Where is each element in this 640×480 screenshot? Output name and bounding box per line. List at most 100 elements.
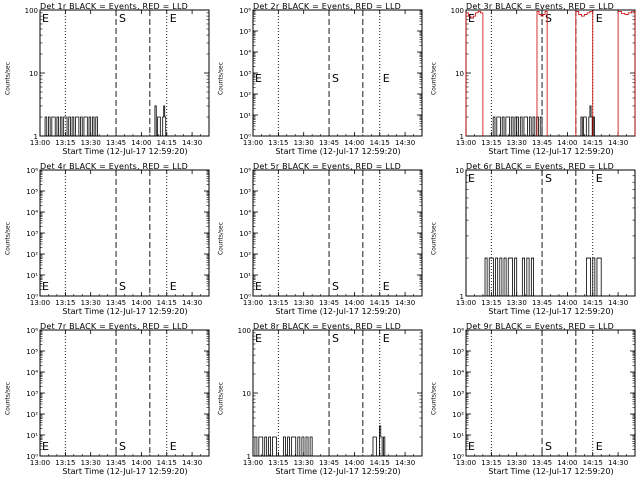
marker-label-s: S [545,440,552,453]
x-tick-label: 14:00 [557,299,577,307]
lld-series-line [465,11,484,136]
x-axis-label: Start Time (12-Jul-17 12:59:20) [275,307,401,316]
marker-label-s: S [332,280,339,293]
x-tick-label: 14:30 [608,459,628,467]
y-tick-label: 1 [247,453,251,461]
x-axis-label: Start Time (12-Jul-17 12:59:20) [62,147,188,156]
x-tick-label: 13:30 [294,459,314,467]
x-tick-label: 13:00 [456,459,476,467]
events-series-line [378,425,386,457]
x-tick-label: 14:15 [583,459,603,467]
y-tick-label: 10³ [26,230,38,238]
events-series-line [520,257,534,297]
x-tick-label: 14:15 [157,459,177,467]
x-tick-label: 13:00 [456,299,476,307]
y-axis-label: Counts/sec [4,61,12,96]
chart-title: Det 3r BLACK = Events, RED = LLD [466,2,614,11]
y-tick-label: 10⁴ [239,49,251,57]
x-tick-label: 14:15 [583,299,603,307]
x-tick-label: 13:15 [55,139,75,147]
x-tick-label: 13:30 [81,299,101,307]
chart-panel-5: 13:00 13:15 13:30 13:45 14:00 14:15 14:30 10⁰ 10… [213,160,426,320]
y-tick-label: 10⁴ [26,369,38,377]
y-tick-label: 10 [455,167,464,175]
x-tick-label: 14:30 [608,139,628,147]
marker-label-e: E [170,12,177,25]
events-series-line [283,436,313,457]
y-tick-label: 1 [34,133,38,141]
y-tick-label: 10⁴ [452,369,464,377]
y-tick-label: 10¹ [452,432,464,440]
edge-label: E [468,172,475,185]
marker-label-s: S [332,72,339,85]
y-tick-label: 10² [452,411,464,419]
x-axis-label: Start Time (12-Jul-17 12:59:20) [275,147,401,156]
x-tick-label: 13:15 [268,459,288,467]
x-tick-label: 13:15 [268,139,288,147]
edge-label: E [255,280,262,293]
y-tick-label: 10 [242,390,251,398]
events-series-line [587,105,595,137]
x-tick-label: 13:45 [106,139,126,147]
marker-label-e: E [383,72,390,85]
y-tick-label: 10¹ [26,272,38,280]
marker-label-e: E [383,280,390,293]
y-tick-label: 10³ [452,390,464,398]
edge-label: E [255,332,262,345]
x-tick-label: 13:15 [268,299,288,307]
chart-svg: 13:00 13:15 13:30 13:45 14:00 14:15 14:30 1 10 S E… [455,167,636,307]
x-tick-label: 14:15 [370,459,390,467]
chart-svg: 13:00 13:15 13:30 13:45 14:00 14:15 14:30 10⁰ 10… [452,327,636,467]
y-tick-label: 10⁰ [239,293,251,301]
x-tick-label: 13:00 [243,459,263,467]
x-tick-label: 13:00 [30,139,50,147]
chart-svg: 13:00 13:15 13:30 13:45 14:00 14:15 14:30 10⁰ 10… [239,167,423,307]
lld-series-line [617,11,636,136]
y-tick-label: 10⁶ [452,327,464,335]
y-axis-label: Counts/sec [4,221,12,256]
y-tick-label: 10⁶ [239,167,251,175]
y-tick-label: 10⁶ [26,167,38,175]
x-tick-label: 13:45 [532,139,552,147]
y-tick-label: 10 [455,70,464,78]
lld-series-line [575,11,594,136]
chart-title: Det 2r BLACK = Events, RED = LLD [253,2,401,11]
marker-label-s: S [119,280,126,293]
chart-panel-6: 13:00 13:15 13:30 13:45 14:00 14:15 14:30 1 10 S E… [426,160,639,320]
y-tick-label: 10⁵ [26,188,38,196]
y-tick-label: 10³ [239,230,251,238]
events-series-line [71,116,100,137]
y-axis-label: Counts/sec [4,381,12,416]
x-tick-label: 13:15 [55,459,75,467]
x-tick-label: 13:45 [106,299,126,307]
x-axis-label: Start Time (12-Jul-17 12:59:20) [275,467,401,476]
chart-title: Det 6r BLACK = Events, RED = LLD [466,162,614,171]
edge-label: E [42,440,49,453]
y-axis-label: Counts/sec [430,61,438,96]
chart-title: Det 4r BLACK = Events, RED = LLD [40,162,188,171]
x-tick-label: 14:00 [344,139,364,147]
y-tick-label: 10⁰ [26,293,38,301]
x-tick-label: 13:30 [507,139,527,147]
x-axis-label: Start Time (12-Jul-17 12:59:20) [488,147,614,156]
chart-title: Det 5r BLACK = Events, RED = LLD [253,162,401,171]
chart-svg: 13:00 13:15 13:30 13:45 14:00 14:15 14:30 10⁰ 10… [26,167,210,307]
x-tick-label: 13:45 [319,139,339,147]
events-series-line [482,257,500,297]
chart-title: Det 7r BLACK = Events, RED = LLD [40,322,188,331]
x-tick-label: 14:30 [395,459,415,467]
marker-label-e: E [170,280,177,293]
x-tick-label: 14:30 [395,139,415,147]
events-series-line [154,105,162,137]
chart-panel-2: 13:00 13:15 13:30 13:45 14:00 14:15 14:30 10⁰ 10… [213,0,426,160]
y-tick-label: 10⁶ [239,7,251,15]
chart-svg: 13:00 13:15 13:30 13:45 14:00 14:15 14:30 1 10 10… [25,7,210,147]
x-tick-label: 14:30 [182,459,202,467]
events-series-line [161,105,167,137]
y-tick-label: 10⁰ [239,133,251,141]
y-tick-label: 10⁵ [239,28,251,36]
y-axis-label: Counts/sec [217,381,225,416]
y-tick-label: 100 [25,7,38,15]
x-tick-label: 14:00 [557,459,577,467]
events-series-line [491,116,518,137]
